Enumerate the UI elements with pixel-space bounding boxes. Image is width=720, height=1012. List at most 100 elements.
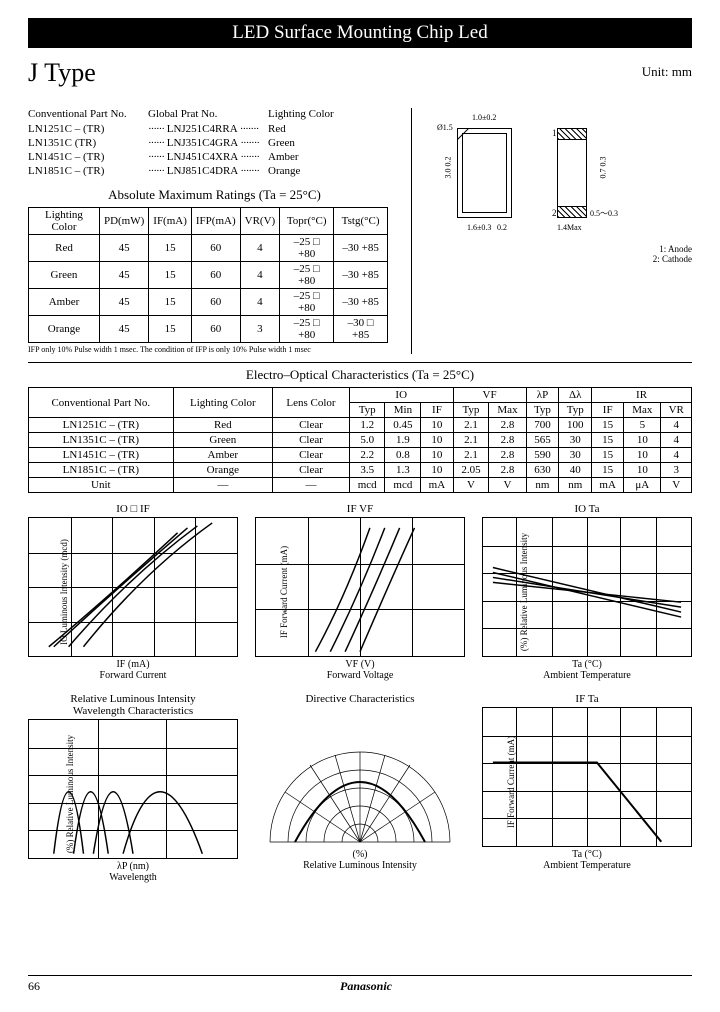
part-header: Conventional Part No. Global Prat No. Li…: [28, 108, 401, 120]
td: Red: [173, 418, 272, 433]
page-number: 66: [28, 979, 40, 994]
part-conv: LN1251C – (TR): [28, 123, 148, 135]
table-row: Green4515604–25 □ +80–30 +85: [29, 262, 388, 289]
td: 0.45: [385, 418, 421, 433]
page-title: J Type: [28, 58, 96, 88]
brand-logo: Panasonic: [340, 979, 392, 994]
td: nm: [559, 478, 592, 493]
th: Lens Color: [273, 388, 350, 418]
td: 0.8: [385, 448, 421, 463]
part-glob: ······ LNJ451C4XRA ·······: [148, 151, 268, 163]
td: –30 □ +85: [334, 316, 388, 343]
col-glob: Global Prat No.: [148, 108, 268, 120]
chart-area: IO Luminous Intensity (mcd): [28, 517, 238, 657]
table-row: LN1351C – (TR)GreenClear5.01.9102.12.856…: [29, 433, 692, 448]
th: IO: [349, 388, 453, 403]
td: 2.1: [453, 448, 489, 463]
th: Typ: [349, 403, 385, 418]
th: Typ: [453, 403, 489, 418]
td: –30 +85: [334, 235, 388, 262]
part-row: LN1251C – (TR)······ LNJ251C4RRA ·······…: [28, 123, 401, 135]
chart-row-2: Relative Luminous Intensity Wavelength C…: [28, 693, 692, 883]
chart-footer: Forward Voltage: [255, 670, 465, 681]
td: 45: [99, 235, 148, 262]
td: –25 □ +80: [280, 235, 334, 262]
part-glob: ······ LNJ251C4RRA ·······: [148, 123, 268, 135]
td: 3.5: [349, 463, 385, 478]
header-band: LED Surface Mounting Chip Led: [28, 18, 692, 48]
right-column: 1.0±0.2 3.0 0.2 1.6±0.3 Ø1.5 0.2 0.7 0.3…: [412, 108, 692, 354]
td: 40: [559, 463, 592, 478]
td: 10: [624, 448, 661, 463]
chart-wavelength: Relative Luminous Intensity Wavelength C…: [28, 693, 238, 883]
chart-area: [255, 707, 465, 847]
td: Clear: [273, 448, 350, 463]
unit-label: Unit: mm: [642, 64, 692, 80]
td: 15: [149, 262, 192, 289]
td: LN1851C – (TR): [29, 463, 174, 478]
table-row: LN1851C – (TR)OrangeClear3.51.3102.052.8…: [29, 463, 692, 478]
th: IF: [592, 403, 624, 418]
part-row: LN1451C – (TR)······ LNJ451C4XRA ·······…: [28, 151, 401, 163]
td: –30 +85: [334, 289, 388, 316]
amr-footnote: IFP only 10% Pulse width 1 msec. The con…: [28, 345, 401, 354]
td: Green: [29, 262, 100, 289]
td: 2.05: [453, 463, 489, 478]
th: IR: [592, 388, 692, 403]
th: λP: [526, 388, 559, 403]
td: Clear: [273, 418, 350, 433]
dim: 1.4Max: [557, 223, 582, 232]
th: Typ: [559, 403, 592, 418]
table-row: Orange4515603–25 □ +80–30 □ +85: [29, 316, 388, 343]
td: V: [489, 478, 526, 493]
td: mcd: [385, 478, 421, 493]
th: Min: [385, 403, 421, 418]
td: 4: [661, 433, 692, 448]
chart-xlabel: IF (mA): [28, 659, 238, 670]
td: Amber: [29, 289, 100, 316]
polar-plot: [255, 707, 465, 847]
v: LNJ851C4DRA: [167, 165, 238, 177]
td: 2.8: [489, 433, 526, 448]
chart-title: IF VF: [255, 503, 465, 515]
th: Max: [624, 403, 661, 418]
dim: 3.0 0.2: [444, 157, 453, 179]
td: Orange: [29, 316, 100, 343]
amr-table: Lighting Color PD(mW) IF(mA) IFP(mA) VR(…: [28, 207, 388, 343]
part-conv: LN1851C – (TR): [28, 165, 148, 177]
v: LNJ451C4XRA: [167, 151, 238, 163]
td: V: [453, 478, 489, 493]
td: mA: [421, 478, 453, 493]
chart-footer: Forward Current: [28, 670, 238, 681]
td: 10: [421, 418, 453, 433]
eoc-title: Electro–Optical Characteristics (Ta = 25…: [28, 367, 692, 383]
td: 100: [559, 418, 592, 433]
td: 590: [526, 448, 559, 463]
part-glob: ······ LNJ351C4GRA ·······: [148, 137, 268, 149]
td: Amber: [173, 448, 272, 463]
th: Lighting Color: [29, 208, 100, 235]
package-drawing: 1.0±0.2 3.0 0.2 1.6±0.3 Ø1.5 0.2 0.7 0.3…: [427, 108, 692, 238]
charts: IO □ IF IO Luminous Intensity (mcd) IF (…: [28, 503, 692, 883]
td: 60: [191, 235, 240, 262]
td: 2.8: [489, 463, 526, 478]
table-header-row: Lighting Color PD(mW) IF(mA) IFP(mA) VR(…: [29, 208, 388, 235]
td: mA: [592, 478, 624, 493]
th: Δλ: [559, 388, 592, 403]
td: 60: [191, 262, 240, 289]
chart-title: IF Ta: [482, 693, 692, 705]
part-color: Red: [268, 123, 348, 135]
td: μA: [624, 478, 661, 493]
table-row: LN1251C – (TR)RedClear1.20.45102.12.8700…: [29, 418, 692, 433]
dim: Ø1.5: [437, 123, 453, 132]
chart-area: IF Forward Current (mA): [255, 517, 465, 657]
th: Lighting Color: [173, 388, 272, 418]
td: 10: [421, 433, 453, 448]
td: 1.3: [385, 463, 421, 478]
td: —: [273, 478, 350, 493]
chart-curves: [29, 518, 237, 657]
chart-row-1: IO □ IF IO Luminous Intensity (mcd) IF (…: [28, 503, 692, 681]
td: 4: [240, 289, 280, 316]
td: 10: [421, 463, 453, 478]
th: IF: [421, 403, 453, 418]
